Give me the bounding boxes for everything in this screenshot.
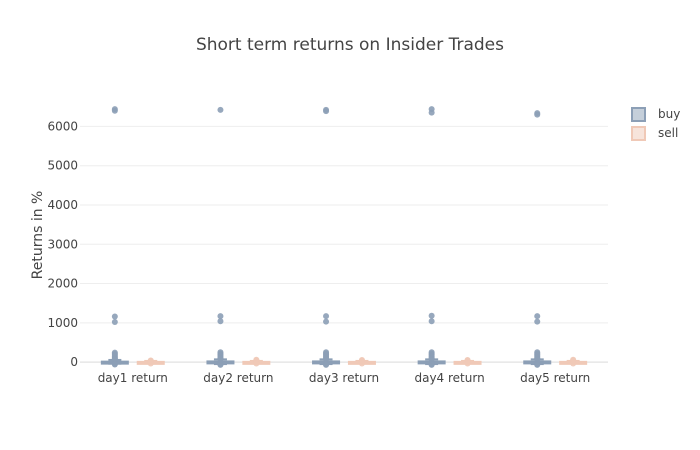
- x-tick-label-4: day4 return: [414, 371, 484, 385]
- y-tick-label-1000: 1000: [47, 316, 78, 330]
- outlier-point: [534, 318, 541, 325]
- outlier-point: [428, 312, 435, 319]
- x-tick-label-2: day2 return: [203, 371, 273, 385]
- outlier-point: [323, 355, 330, 362]
- legend-label-sell: sell: [658, 126, 678, 140]
- x-tick-label-3: day3 return: [309, 371, 379, 385]
- box-buy-2: [206, 106, 235, 368]
- y-tick-label-4000: 4000: [47, 198, 78, 212]
- outlier-point: [217, 106, 224, 113]
- outlier-point: [323, 361, 330, 368]
- legend-swatch-buy: [631, 107, 646, 122]
- y-tick-label-5000: 5000: [47, 159, 78, 173]
- y-tick-label-0: 0: [70, 355, 78, 369]
- box-sell-1: [136, 357, 165, 367]
- outlier-point: [217, 361, 224, 368]
- outlier-point: [534, 111, 541, 118]
- outlier-point: [323, 108, 330, 115]
- legend-item-buy[interactable]: buy: [631, 107, 680, 122]
- box-buy-5: [523, 110, 552, 368]
- outlier-point: [570, 360, 577, 367]
- legend[interactable]: buy sell: [631, 107, 680, 141]
- outlier-point: [111, 107, 118, 114]
- outlier-point: [464, 360, 471, 367]
- box-sell-4: [453, 356, 482, 367]
- outlier-point: [323, 313, 330, 320]
- outlier-point: [217, 313, 224, 320]
- outlier-point: [534, 361, 541, 368]
- outlier-point: [111, 313, 118, 320]
- outlier-point: [147, 360, 154, 367]
- outlier-point: [534, 313, 541, 320]
- y-tick-label-2000: 2000: [47, 277, 78, 291]
- box-traces: [100, 106, 588, 368]
- x-tick-label-1: day1 return: [98, 371, 168, 385]
- x-tick-label-5: day5 return: [520, 371, 590, 385]
- legend-item-sell[interactable]: sell: [631, 126, 678, 141]
- chart-title: Short term returns on Insider Trades: [196, 35, 504, 55]
- y-axis-ticks: 0 1000 2000 3000 4000 5000 6000: [47, 119, 78, 369]
- outlier-point: [217, 355, 224, 362]
- gridlines: [80, 125, 608, 363]
- outlier-point: [358, 360, 365, 367]
- y-axis-label: Returns in %: [30, 191, 46, 280]
- y-tick-label-6000: 6000: [47, 119, 78, 133]
- legend-label-buy: buy: [658, 107, 680, 121]
- box-sell-2: [242, 356, 271, 367]
- outlier-point: [253, 360, 260, 367]
- outlier-point: [323, 318, 330, 325]
- series-sell: [136, 356, 588, 367]
- box-buy-3: [312, 106, 341, 368]
- x-axis-ticks: day1 return day2 return day3 return day4 re…: [98, 371, 591, 385]
- outlier-point: [111, 361, 118, 368]
- outlier-point: [111, 319, 118, 326]
- outlier-point: [534, 355, 541, 362]
- outlier-point: [428, 361, 435, 368]
- y-tick-label-3000: 3000: [47, 237, 78, 251]
- outlier-point: [111, 356, 118, 363]
- series-buy: [100, 106, 552, 368]
- legend-swatch-sell: [631, 126, 646, 141]
- outlier-point: [428, 355, 435, 362]
- outlier-point: [217, 318, 224, 325]
- box-buy-4: [417, 106, 446, 368]
- outlier-point: [428, 318, 435, 325]
- box-sell-3: [347, 356, 376, 367]
- box-sell-5: [559, 356, 588, 367]
- outlier-point: [428, 109, 435, 116]
- box-buy-1: [100, 106, 129, 368]
